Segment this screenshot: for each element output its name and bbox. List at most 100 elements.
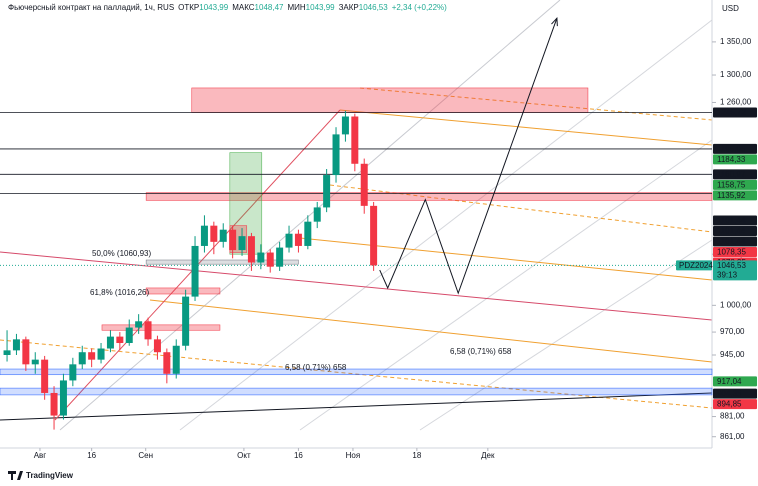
price-label: 1078,35	[717, 248, 746, 257]
x-tick-label: 18	[412, 451, 421, 460]
price-label: 1135,92	[717, 191, 746, 200]
price-label: 917,04	[717, 377, 742, 386]
symbol: PDZ2024	[679, 261, 713, 270]
candle-body	[153, 339, 161, 353]
symbol-box	[676, 260, 712, 271]
price-label: 1101,44	[717, 237, 746, 246]
channel-line	[179, 19, 713, 431]
candle-body	[191, 245, 199, 297]
stat-name: ОТКР	[178, 3, 200, 12]
candle-body	[12, 339, 20, 351]
zone	[0, 368, 713, 376]
stat-name: ЗАКР	[338, 3, 359, 12]
candle-body	[360, 163, 368, 206]
x-tick-label: Окт	[237, 451, 251, 460]
candle-body	[116, 336, 124, 344]
trend-line	[299, 237, 713, 281]
candle-body	[247, 236, 255, 263]
channel-line	[299, 139, 713, 431]
candle-body	[285, 233, 293, 248]
candle-body	[125, 327, 133, 344]
annotation: 6,58 (0,71%) 658	[285, 363, 347, 372]
trend-line	[149, 299, 713, 363]
candle-body	[163, 352, 171, 374]
candle-body	[41, 359, 49, 393]
candle-body	[351, 116, 359, 164]
candle-body	[210, 225, 218, 242]
price-label-box	[713, 215, 757, 226]
candle-body	[313, 207, 321, 222]
candle-body	[341, 116, 349, 135]
stat: МИН1043,99	[287, 3, 334, 12]
candle-body	[219, 229, 227, 242]
x-tick-label: 16	[87, 451, 96, 460]
candle-body	[31, 359, 39, 365]
stat: ЗАКР1046,53	[339, 3, 388, 12]
trend-line	[0, 392, 713, 421]
y-tick-label: 881,00	[720, 412, 745, 421]
price-label: 1160,97	[717, 170, 746, 179]
candle-body	[22, 339, 30, 365]
trend-line	[0, 251, 713, 321]
price-label: 1195,05	[717, 145, 746, 154]
candle-body	[200, 225, 208, 246]
price-label-box	[713, 247, 757, 258]
annotation: 50,0% (1060,93)	[92, 249, 151, 258]
x-tick-label: Ноя	[346, 451, 361, 460]
price-label-box	[713, 154, 757, 165]
stat: ОТКР1043,99	[178, 3, 228, 12]
candle-body	[3, 350, 11, 355]
currency: USD	[722, 4, 739, 13]
y-tick-label: 970,00	[720, 327, 745, 336]
forecast-arrow	[551, 16, 558, 27]
y-tick-label: 1 260,00	[720, 98, 752, 107]
stat-value: 1043,99	[305, 3, 335, 12]
candle-body	[97, 348, 105, 360]
zone	[191, 87, 589, 113]
annotation: 6,58 (0,71%) 658	[450, 347, 512, 356]
y-tick-label: 1 350,00	[720, 37, 752, 46]
x-tick-label: Сен	[138, 451, 153, 460]
price-label-box	[713, 169, 757, 180]
candle-body	[370, 205, 378, 266]
price-label-box	[713, 399, 757, 410]
y-tick-label: 1 000,00	[720, 300, 752, 309]
zone	[145, 287, 221, 295]
stat-value: 1046,53	[358, 3, 388, 12]
zone	[145, 259, 299, 265]
candle-body	[294, 233, 302, 246]
channel-line	[59, 0, 561, 431]
current-price-label: 1046,53	[717, 261, 746, 270]
candle-body	[238, 236, 246, 251]
y-tick-label: 861,00	[720, 432, 745, 441]
price-label-box	[713, 388, 757, 399]
trend-line	[359, 87, 713, 121]
candle-body	[50, 392, 58, 416]
candle-body	[78, 352, 86, 365]
candle-body	[106, 336, 114, 349]
price-label-box	[713, 107, 757, 118]
logo: TradingView	[8, 471, 74, 480]
price-label: 894,85	[717, 400, 742, 409]
candle-body	[229, 229, 237, 251]
candle-body	[88, 352, 96, 360]
stat: МАКС1048,47	[232, 3, 283, 12]
zone	[101, 324, 221, 331]
y-tick-label: 1 300,00	[720, 70, 752, 79]
price-label-box	[713, 143, 757, 154]
branding: TradingView	[26, 471, 74, 480]
countdown: 39:13	[717, 271, 738, 280]
candle-body	[172, 345, 180, 374]
logo-mark	[8, 471, 23, 480]
zone	[0, 387, 713, 396]
candle-body	[135, 321, 143, 328]
current-price-box	[713, 260, 757, 281]
annotation: 61,8% (1016,26)	[90, 288, 149, 297]
channel-line	[419, 239, 713, 431]
price-label-box	[713, 226, 757, 237]
price-label-box	[713, 376, 757, 387]
stat-value: 1043,99	[199, 3, 229, 12]
candle-body	[276, 247, 284, 267]
